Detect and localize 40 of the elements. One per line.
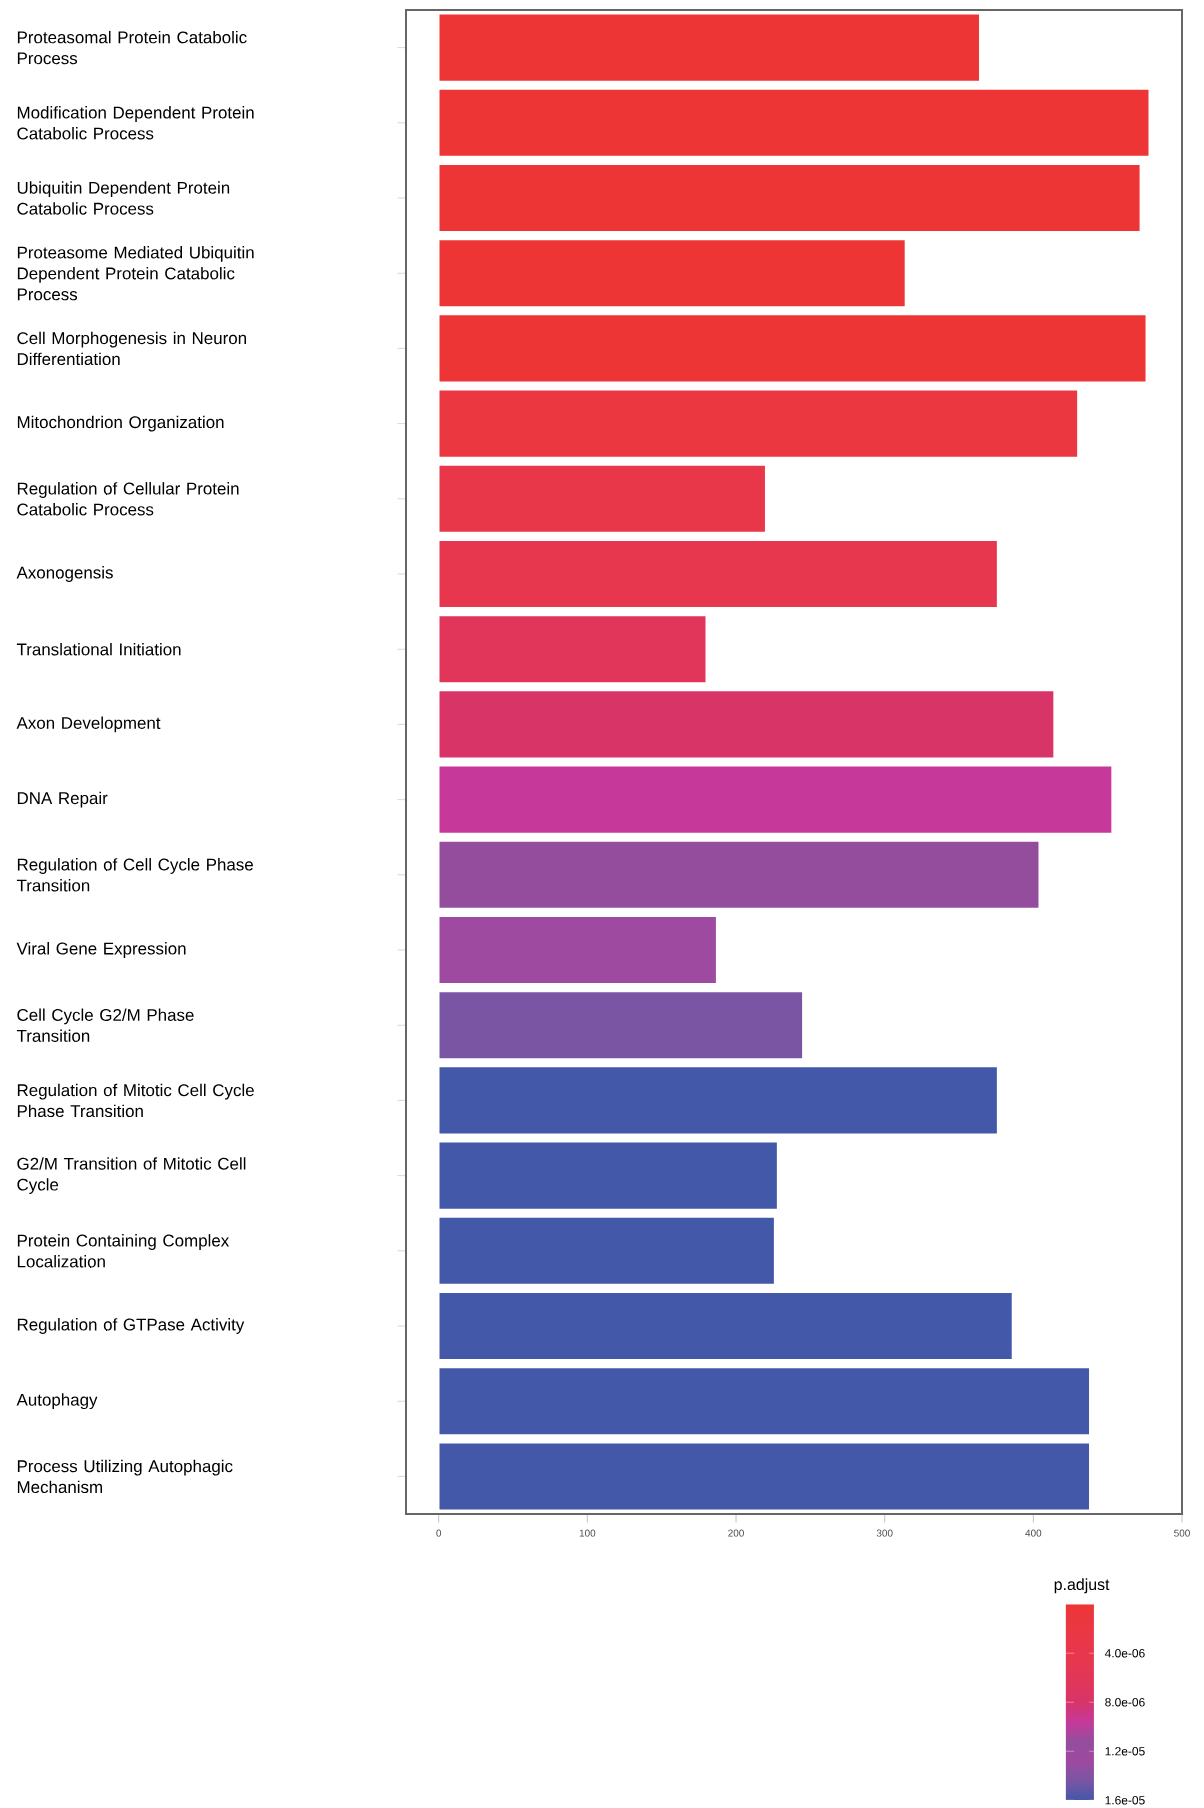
y-tick-label: Regulation of Cellular Protein Catabolic Process — [17, 482, 239, 516]
y-tick-label: G2/M Transition of Mitotic Cell Cycle — [17, 1157, 246, 1194]
bar — [437, 464, 767, 534]
bar — [437, 840, 1041, 910]
y-tick-label: Regulation of Mitotic Cell Cycle Phase Transition — [17, 1083, 254, 1118]
bar — [437, 915, 718, 985]
bar — [437, 238, 907, 308]
y-tick-label: Regulation of Cell Cycle Phase Transition — [16, 858, 253, 892]
bar — [437, 689, 1055, 760]
bar — [437, 12, 981, 83]
bar — [437, 1441, 1091, 1512]
bar — [437, 764, 1113, 835]
y-tick-label: Axonogensis — [16, 566, 113, 582]
y-tick-label: Process Utilizing Autophagic Mechanism — [17, 1459, 233, 1494]
bar — [437, 990, 804, 1060]
y-tick-label: Cell Morphogenesis in Neuron Differentiation — [17, 331, 246, 366]
y-tick-label: Modification Dependent Protein Catabolic Process — [17, 106, 254, 140]
y-tick-label: DNA Repair — [17, 791, 108, 808]
bar — [437, 1065, 999, 1136]
y-tick-label: Proteasomal Protein Catabolic Process — [17, 30, 247, 65]
y-tick-label: Viral Gene Expression — [16, 942, 186, 958]
bar — [437, 388, 1079, 459]
y-tick-label: Ubiquitin Dependent Protein Catabolic Process — [17, 181, 230, 215]
y-tick-label: Axon Development — [16, 716, 161, 733]
bar — [437, 1366, 1091, 1436]
bar — [437, 614, 708, 684]
bar — [437, 88, 1151, 158]
y-tick-label: Proteasome Mediated Ubiquitin Dependent Protein Catabolic Process — [17, 246, 254, 301]
bar — [437, 313, 1148, 384]
bar — [437, 1140, 779, 1211]
y-tick-label: Mitochondrion Organization — [17, 415, 224, 432]
bar — [437, 539, 999, 609]
bar — [437, 1291, 1014, 1361]
y-tick-label: Regulation of GTPase Activity — [17, 1318, 245, 1334]
y-tick-label: Autophagy — [16, 1393, 98, 1410]
y-tick-label: Protein Containing Complex Localization — [17, 1234, 230, 1268]
bar — [437, 1216, 776, 1286]
y-tick-label: Translational Initiation — [16, 642, 181, 656]
bar — [437, 163, 1142, 233]
y-tick-label: Cell Cycle G2/M Phase Transition — [16, 1008, 194, 1042]
